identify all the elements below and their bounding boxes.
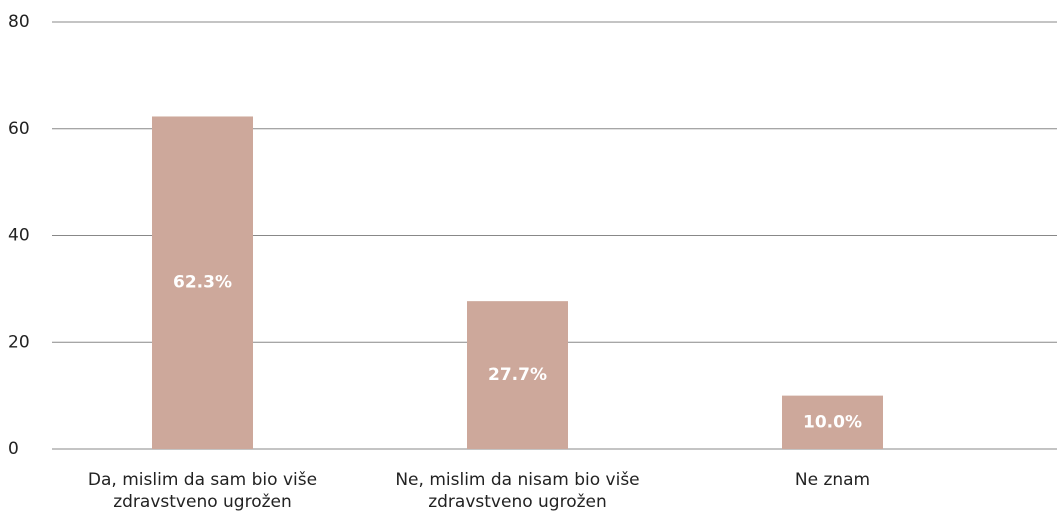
y-tick-label: 80 bbox=[8, 12, 30, 32]
bar bbox=[152, 116, 253, 449]
y-tick-label: 20 bbox=[8, 332, 30, 352]
y-tick-label: 0 bbox=[8, 439, 19, 459]
x-tick-label: Da, mislim da sam bio više zdravstveno u… bbox=[87, 470, 318, 512]
y-tick-label: 60 bbox=[8, 119, 30, 139]
bar bbox=[782, 395, 883, 449]
y-tick-label: 40 bbox=[8, 226, 30, 246]
value-label: 62.3% bbox=[173, 273, 232, 293]
bar bbox=[467, 301, 568, 449]
value-label: 10.0% bbox=[803, 412, 862, 432]
x-tick-label: Ne, mislim da nisam bio više zdravstveno… bbox=[395, 470, 640, 512]
value-label: 27.7% bbox=[488, 365, 547, 385]
x-tick-label: Ne znam bbox=[794, 470, 871, 490]
